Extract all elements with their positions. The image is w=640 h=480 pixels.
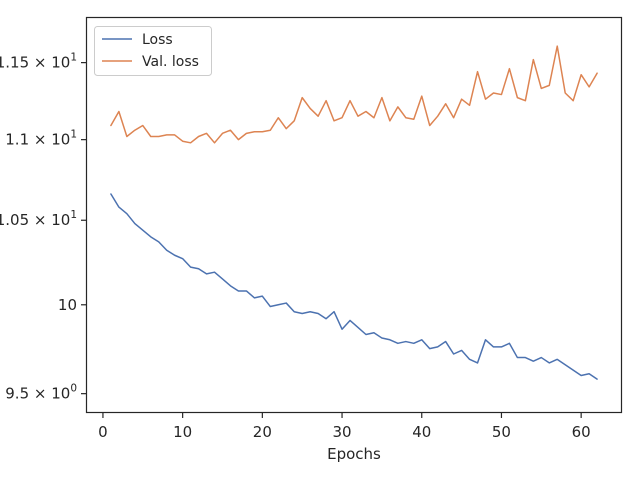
x-tick-label: 60 — [572, 423, 591, 441]
legend-label: Val. loss — [142, 54, 199, 70]
x-tick-label: 50 — [492, 423, 511, 441]
y-tick-label: 1.05 × 101 — [0, 209, 77, 229]
x-tick-label: 20 — [253, 423, 272, 441]
x-tick-label: 30 — [332, 423, 351, 441]
y-axis: 9.5 × 100 10 1.05 × 101 1.1 × 101 1.15 × 101 — [0, 52, 87, 403]
y-tick-label: 1.1 × 101 — [5, 129, 77, 149]
x-tick-label: 40 — [412, 423, 431, 441]
y-tick-label: 10 — [58, 296, 77, 314]
series-line-0 — [110, 193, 598, 380]
plot-frame — [85, 16, 623, 414]
x-axis: 0 10 20 30 40 50 60 — [98, 412, 591, 441]
legend-label: Loss — [142, 32, 173, 48]
plot-lines — [110, 45, 598, 380]
series-line-1 — [110, 45, 598, 144]
y-tick-label: 9.5 × 100 — [5, 383, 77, 403]
x-tick-label: 0 — [98, 423, 108, 441]
x-axis-label: Epochs — [327, 445, 381, 463]
y-tick-label: 1.15 × 101 — [0, 52, 77, 72]
legend: Loss Val. loss — [94, 26, 212, 76]
x-tick-label: 10 — [173, 423, 192, 441]
